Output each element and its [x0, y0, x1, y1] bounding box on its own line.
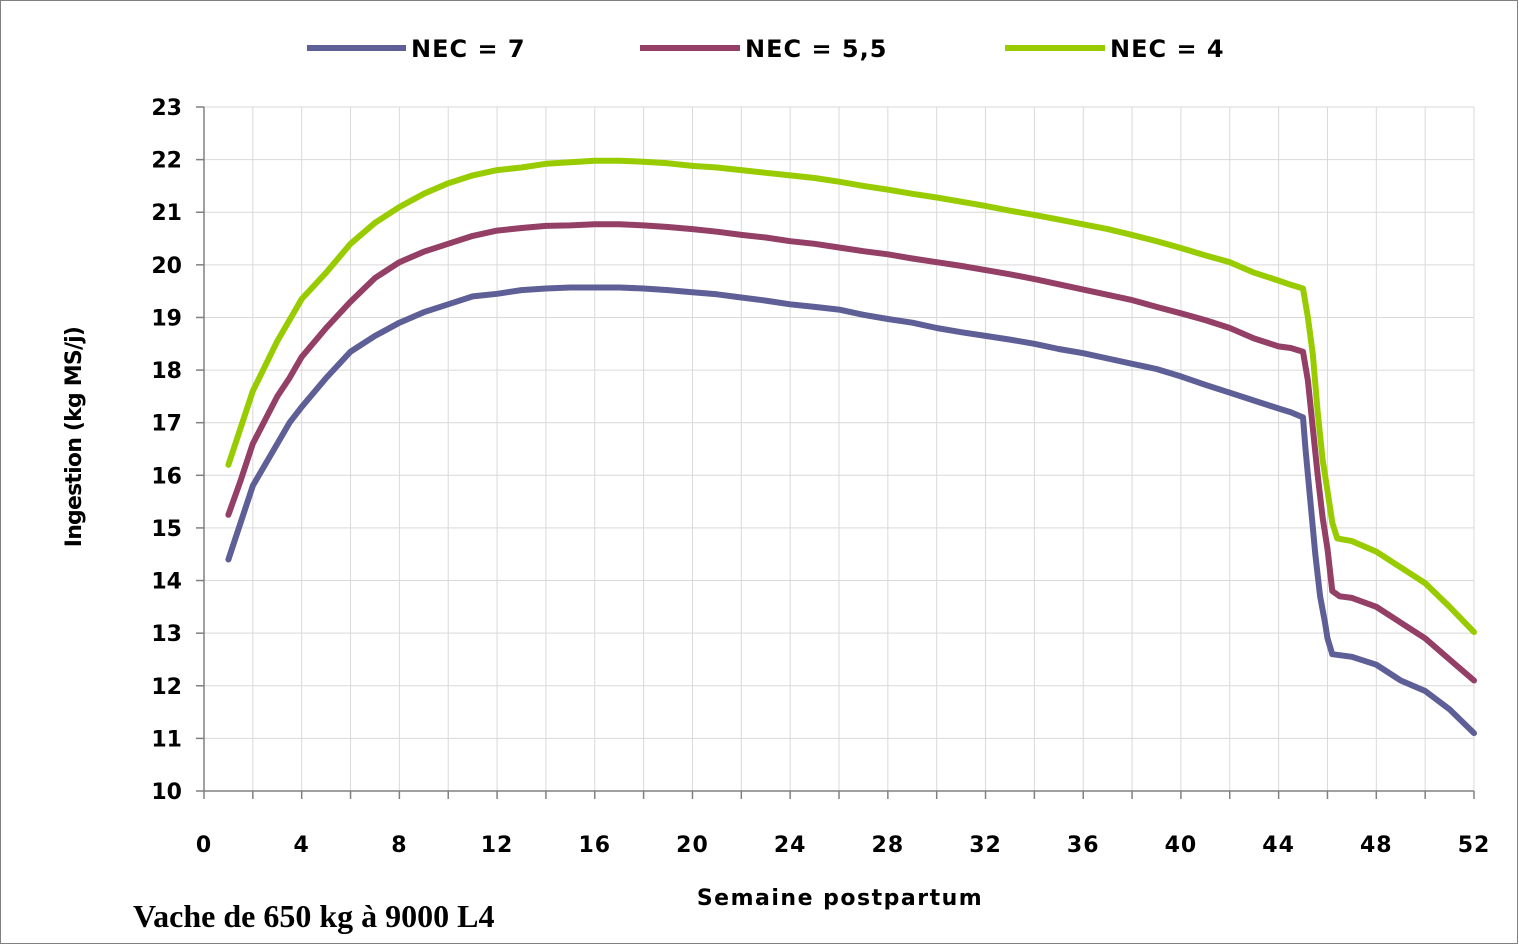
- x-tick-label: 0: [196, 833, 212, 858]
- y-tick-label: 10: [151, 780, 182, 805]
- x-tick-label: 8: [391, 833, 407, 858]
- y-tick-label: 14: [151, 570, 182, 595]
- y-tick-label: 17: [151, 412, 182, 437]
- series-line-3: [225, 157, 1477, 636]
- series-line-1: [225, 284, 1477, 737]
- x-tick-label: 16: [578, 833, 611, 858]
- series-lines: [225, 157, 1477, 737]
- y-tick-label: 16: [151, 464, 182, 489]
- x-tick-label: 48: [1360, 833, 1393, 858]
- y-tick-label: 11: [151, 727, 182, 752]
- series-line-2: [225, 221, 1477, 684]
- x-tick-label: 20: [676, 833, 709, 858]
- x-tick-label: 52: [1458, 833, 1491, 858]
- legend-label: NEC = 5,5: [745, 35, 887, 63]
- x-axis-label: Semaine postpartum: [697, 886, 983, 911]
- chart-caption: Vache de 650 kg à 9000 L4: [133, 898, 495, 934]
- y-tick-label: 23: [151, 96, 182, 121]
- y-tick-label: 22: [151, 149, 182, 174]
- y-tick-label: 15: [151, 517, 182, 542]
- y-tick-label: 13: [151, 622, 182, 647]
- y-tick-label: 12: [151, 675, 182, 700]
- y-axis-label: Ingestion (kg MS/j): [62, 327, 87, 547]
- x-tick-label: 4: [294, 833, 310, 858]
- legend-label: NEC = 7: [411, 35, 526, 63]
- y-tick-label: 21: [151, 201, 182, 226]
- gridlines: [204, 106, 1475, 791]
- x-tick-label: 40: [1165, 833, 1198, 858]
- y-tick-label: 18: [151, 359, 182, 384]
- x-tick-label: 12: [481, 833, 514, 858]
- x-tick-label: 36: [1067, 833, 1100, 858]
- legend-label: NEC = 4: [1110, 35, 1225, 63]
- y-tick-label: 20: [151, 254, 182, 279]
- y-tick-label: 19: [151, 306, 182, 331]
- x-tick-label: 44: [1262, 833, 1295, 858]
- x-tick-label: 24: [774, 833, 807, 858]
- x-tick-label: 28: [872, 833, 905, 858]
- legend: NEC = 7 NEC = 5,5 NEC = 4: [307, 35, 1225, 63]
- x-tick-label: 32: [969, 833, 1002, 858]
